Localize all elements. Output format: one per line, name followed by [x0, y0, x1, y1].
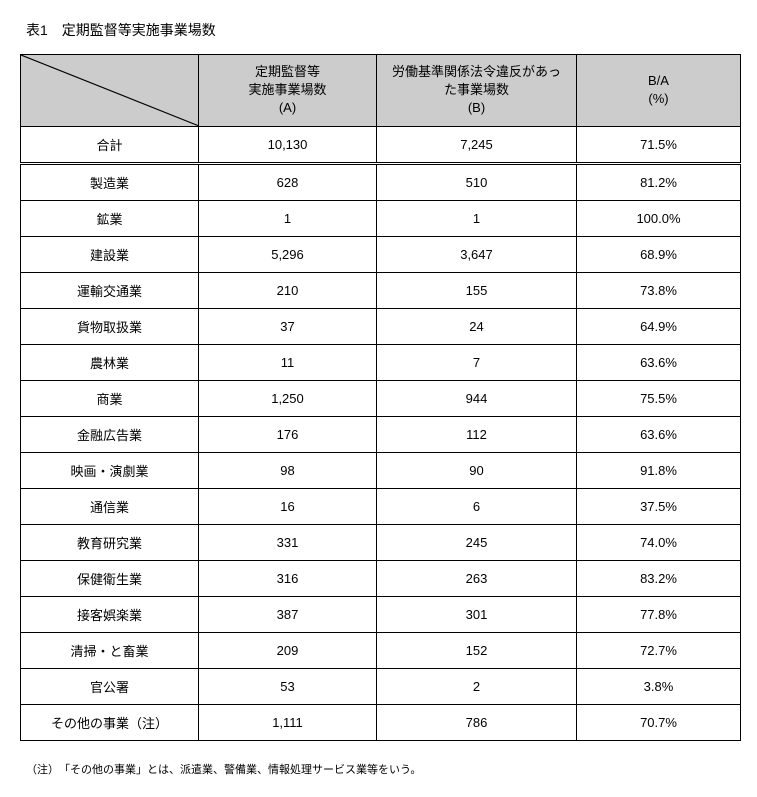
row-ratio: 37.5%	[577, 488, 741, 524]
row-ratio: 81.2%	[577, 163, 741, 200]
table-row: 金融広告業17611263.6%	[21, 416, 741, 452]
row-a: 209	[199, 632, 377, 668]
row-a: 16	[199, 488, 377, 524]
row-a: 37	[199, 308, 377, 344]
data-table: 定期監督等実施事業場数(A) 労働基準関係法令違反があった事業場数(B) B/A…	[20, 54, 741, 741]
total-label: 合計	[21, 126, 199, 163]
row-b: 786	[377, 704, 577, 740]
row-b: 112	[377, 416, 577, 452]
row-label: 清掃・と畜業	[21, 632, 199, 668]
row-a: 53	[199, 668, 377, 704]
row-b: 7	[377, 344, 577, 380]
row-b: 90	[377, 452, 577, 488]
row-a: 1,250	[199, 380, 377, 416]
row-b: 1	[377, 200, 577, 236]
table-row: 鉱業11100.0%	[21, 200, 741, 236]
header-diagonal-cell	[21, 55, 199, 127]
footnote: （注） 「その他の事業」とは、派遣業、警備業、情報処理サービス業等をいう。	[26, 761, 737, 777]
row-ratio: 63.6%	[577, 344, 741, 380]
row-ratio: 83.2%	[577, 560, 741, 596]
row-a: 1	[199, 200, 377, 236]
row-ratio: 63.6%	[577, 416, 741, 452]
row-ratio: 64.9%	[577, 308, 741, 344]
table-row: 接客娯楽業38730177.8%	[21, 596, 741, 632]
row-a: 11	[199, 344, 377, 380]
row-label: 製造業	[21, 163, 199, 200]
row-b: 155	[377, 272, 577, 308]
row-b: 152	[377, 632, 577, 668]
row-b: 263	[377, 560, 577, 596]
table-body: 合計 10,130 7,245 71.5% 製造業62851081.2%鉱業11…	[21, 126, 741, 740]
row-b: 301	[377, 596, 577, 632]
row-b: 3,647	[377, 236, 577, 272]
row-label: 金融広告業	[21, 416, 199, 452]
row-ratio: 100.0%	[577, 200, 741, 236]
row-a: 316	[199, 560, 377, 596]
row-ratio: 3.8%	[577, 668, 741, 704]
table-row: 保健衛生業31626383.2%	[21, 560, 741, 596]
row-ratio: 77.8%	[577, 596, 741, 632]
total-a: 10,130	[199, 126, 377, 163]
table-row: 貨物取扱業372464.9%	[21, 308, 741, 344]
table-row: その他の事業（注）1,11178670.7%	[21, 704, 741, 740]
row-a: 331	[199, 524, 377, 560]
row-label: その他の事業（注）	[21, 704, 199, 740]
row-a: 5,296	[199, 236, 377, 272]
row-ratio: 74.0%	[577, 524, 741, 560]
table-row: 映画・演劇業989091.8%	[21, 452, 741, 488]
row-label: 接客娯楽業	[21, 596, 199, 632]
row-b: 245	[377, 524, 577, 560]
row-a: 628	[199, 163, 377, 200]
row-b: 6	[377, 488, 577, 524]
row-label: 商業	[21, 380, 199, 416]
row-a: 176	[199, 416, 377, 452]
row-label: 建設業	[21, 236, 199, 272]
row-ratio: 91.8%	[577, 452, 741, 488]
table-row: 清掃・と畜業20915272.7%	[21, 632, 741, 668]
row-ratio: 73.8%	[577, 272, 741, 308]
row-label: 通信業	[21, 488, 199, 524]
table-row: 建設業5,2963,64768.9%	[21, 236, 741, 272]
row-label: 鉱業	[21, 200, 199, 236]
row-label: 農林業	[21, 344, 199, 380]
row-ratio: 68.9%	[577, 236, 741, 272]
total-row: 合計 10,130 7,245 71.5%	[21, 126, 741, 163]
table-row: 通信業16637.5%	[21, 488, 741, 524]
row-label: 官公署	[21, 668, 199, 704]
row-ratio: 70.7%	[577, 704, 741, 740]
row-ratio: 75.5%	[577, 380, 741, 416]
table-row: 運輸交通業21015573.8%	[21, 272, 741, 308]
header-col-a: 定期監督等実施事業場数(A)	[199, 55, 377, 127]
row-label: 貨物取扱業	[21, 308, 199, 344]
row-label: 教育研究業	[21, 524, 199, 560]
table-row: 製造業62851081.2%	[21, 163, 741, 200]
total-ratio: 71.5%	[577, 126, 741, 163]
row-label: 保健衛生業	[21, 560, 199, 596]
table-row: 教育研究業33124574.0%	[21, 524, 741, 560]
row-a: 387	[199, 596, 377, 632]
table-title: 表1 定期監督等実施事業場数	[26, 20, 737, 40]
header-col-ratio: B/A(%)	[577, 55, 741, 127]
row-label: 映画・演劇業	[21, 452, 199, 488]
total-b: 7,245	[377, 126, 577, 163]
row-ratio: 72.7%	[577, 632, 741, 668]
table-row: 農林業11763.6%	[21, 344, 741, 380]
row-a: 98	[199, 452, 377, 488]
row-a: 210	[199, 272, 377, 308]
row-b: 24	[377, 308, 577, 344]
table-row: 商業1,25094475.5%	[21, 380, 741, 416]
header-col-b: 労働基準関係法令違反があった事業場数(B)	[377, 55, 577, 127]
row-b: 2	[377, 668, 577, 704]
table-row: 官公署5323.8%	[21, 668, 741, 704]
row-label: 運輸交通業	[21, 272, 199, 308]
row-b: 944	[377, 380, 577, 416]
row-a: 1,111	[199, 704, 377, 740]
row-b: 510	[377, 163, 577, 200]
header-row: 定期監督等実施事業場数(A) 労働基準関係法令違反があった事業場数(B) B/A…	[21, 55, 741, 127]
